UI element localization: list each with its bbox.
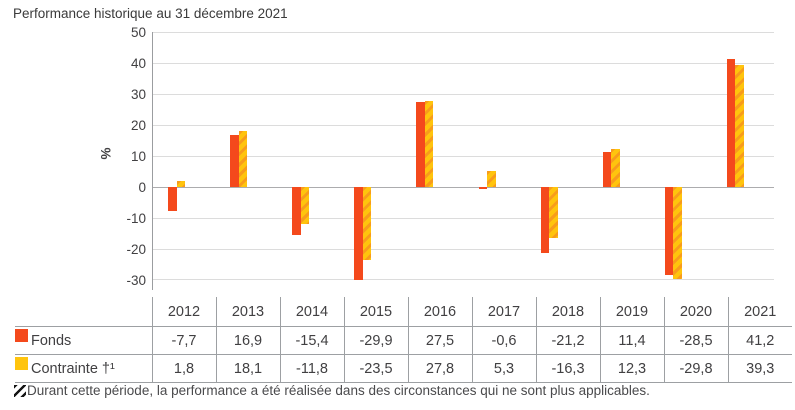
legend-swatch-contrainte xyxy=(15,357,28,370)
bar-fonds-2018 xyxy=(540,187,550,253)
year-header-2012: 2012 xyxy=(151,297,216,327)
y-tick-label-30: 30 xyxy=(130,86,146,102)
chart-title: Performance historique au 31 décembre 20… xyxy=(13,6,288,21)
grid-line-40 xyxy=(153,63,774,64)
value-cell-contrainte-2020: -29,8 xyxy=(663,354,728,383)
bar-fonds-2015 xyxy=(354,187,363,280)
table-header-row: 2012 2013 2014 2015 2016 2017 2018 2019 2020 2021 xyxy=(15,297,792,327)
bar-contrainte-2013 xyxy=(238,130,248,187)
bar-contrainte-2016 xyxy=(424,100,434,187)
y-tick-label--20: -20 xyxy=(126,241,146,257)
grid-line--10 xyxy=(153,218,774,219)
year-header-2018: 2018 xyxy=(535,297,600,327)
table-row: Contrainte †¹ 1,8 18,1 -11,8 -23,5 27,8 5,3 -16… xyxy=(15,354,792,383)
bar-fonds-2017 xyxy=(478,187,487,189)
value-cell-fonds-2019: 11,4 xyxy=(599,326,664,355)
bar-contrainte-2019 xyxy=(611,148,620,187)
grid-line--20 xyxy=(153,249,774,250)
y-tick-label--30: -30 xyxy=(126,272,146,288)
value-cell-fonds-2013: 16,9 xyxy=(215,326,280,355)
value-cell-contrainte-2013: 18,1 xyxy=(215,354,280,383)
legend-cell: Fonds xyxy=(15,326,152,355)
value-cell-fonds-2017: -0,6 xyxy=(471,326,536,355)
y-tick-label-40: 40 xyxy=(130,55,146,71)
grid-line--30 xyxy=(153,279,774,280)
y-tick-label--10: -10 xyxy=(126,210,146,226)
value-cell-contrainte-2017: 5,3 xyxy=(471,354,536,383)
bar-fonds-2019 xyxy=(602,151,612,187)
bar-contrainte-2018 xyxy=(549,187,558,238)
bar-contrainte-2014 xyxy=(300,187,310,224)
value-cell-fonds-2018: -21,2 xyxy=(535,326,600,355)
value-cell-fonds-2012: -7,7 xyxy=(151,326,216,355)
value-cell-fonds-2021: 41,2 xyxy=(727,326,792,355)
year-header-2020: 2020 xyxy=(663,297,728,327)
value-cell-contrainte-2014: -11,8 xyxy=(279,354,344,383)
legend-cell: Contrainte †¹ xyxy=(15,354,152,383)
bar-contrainte-2017 xyxy=(487,170,496,187)
year-header-2013: 2013 xyxy=(215,297,280,327)
grid-line-0 xyxy=(153,187,774,188)
legend-swatch-fonds xyxy=(15,329,28,342)
bar-fonds-2016 xyxy=(416,101,425,187)
year-header-2014: 2014 xyxy=(279,297,344,327)
plot-area xyxy=(152,32,774,290)
year-header-2017: 2017 xyxy=(471,297,536,327)
value-cell-contrainte-2021: 39,3 xyxy=(727,354,792,383)
y-tick-label-20: 20 xyxy=(130,117,146,133)
bar-contrainte-2012 xyxy=(176,181,185,187)
bar-fonds-2014 xyxy=(292,187,301,235)
bar-contrainte-2021 xyxy=(735,65,744,187)
legend-entry: Contrainte †¹ xyxy=(15,357,152,377)
bar-fonds-2012 xyxy=(168,187,177,211)
bar-fonds-2013 xyxy=(230,134,239,187)
grid-line-20 xyxy=(153,125,774,126)
corner-cell xyxy=(15,297,152,327)
value-cell-contrainte-2012: 1,8 xyxy=(151,354,216,383)
year-header-2015: 2015 xyxy=(343,297,408,327)
hatch-square-icon xyxy=(14,385,26,397)
legend-entry: Fonds xyxy=(15,329,152,349)
footnote: Durant cette période, la performance a é… xyxy=(14,383,650,398)
year-header-2016: 2016 xyxy=(407,297,472,327)
bar-fonds-2020 xyxy=(664,187,674,276)
value-cell-contrainte-2019: 12,3 xyxy=(599,354,664,383)
year-header-2021: 2021 xyxy=(727,297,792,327)
value-cell-contrainte-2016: 27,8 xyxy=(407,354,472,383)
table-row: Fonds -7,7 16,9 -15,4 -29,9 27,5 -0,6 -21,2 11,4… xyxy=(15,326,792,355)
footnote-text: Durant cette période, la performance a é… xyxy=(27,383,650,398)
grid-line-10 xyxy=(153,156,774,157)
bar-fonds-2021 xyxy=(726,59,736,187)
bar-contrainte-2020 xyxy=(673,187,682,280)
bar-contrainte-2015 xyxy=(362,187,372,260)
value-cell-contrainte-2018: -16,3 xyxy=(535,354,600,383)
y-tick-label-10: 10 xyxy=(130,148,146,164)
y-tick-label-0: 0 xyxy=(138,179,146,195)
value-cell-fonds-2020: -28,5 xyxy=(663,326,728,355)
performance-table: 2012 2013 2014 2015 2016 2017 2018 2019 2020 2021… xyxy=(15,297,792,383)
legend-label: Contrainte †¹ xyxy=(31,360,115,377)
y-tick-label-50: 50 xyxy=(130,24,146,40)
value-cell-fonds-2016: 27,5 xyxy=(407,326,472,355)
grid-line-50 xyxy=(153,32,774,33)
value-cell-contrainte-2015: -23,5 xyxy=(343,354,408,383)
value-cell-fonds-2014: -15,4 xyxy=(279,326,344,355)
legend-label: Fonds xyxy=(31,332,72,349)
grid-line-30 xyxy=(153,94,774,95)
value-cell-fonds-2015: -29,9 xyxy=(343,326,408,355)
year-header-2019: 2019 xyxy=(599,297,664,327)
